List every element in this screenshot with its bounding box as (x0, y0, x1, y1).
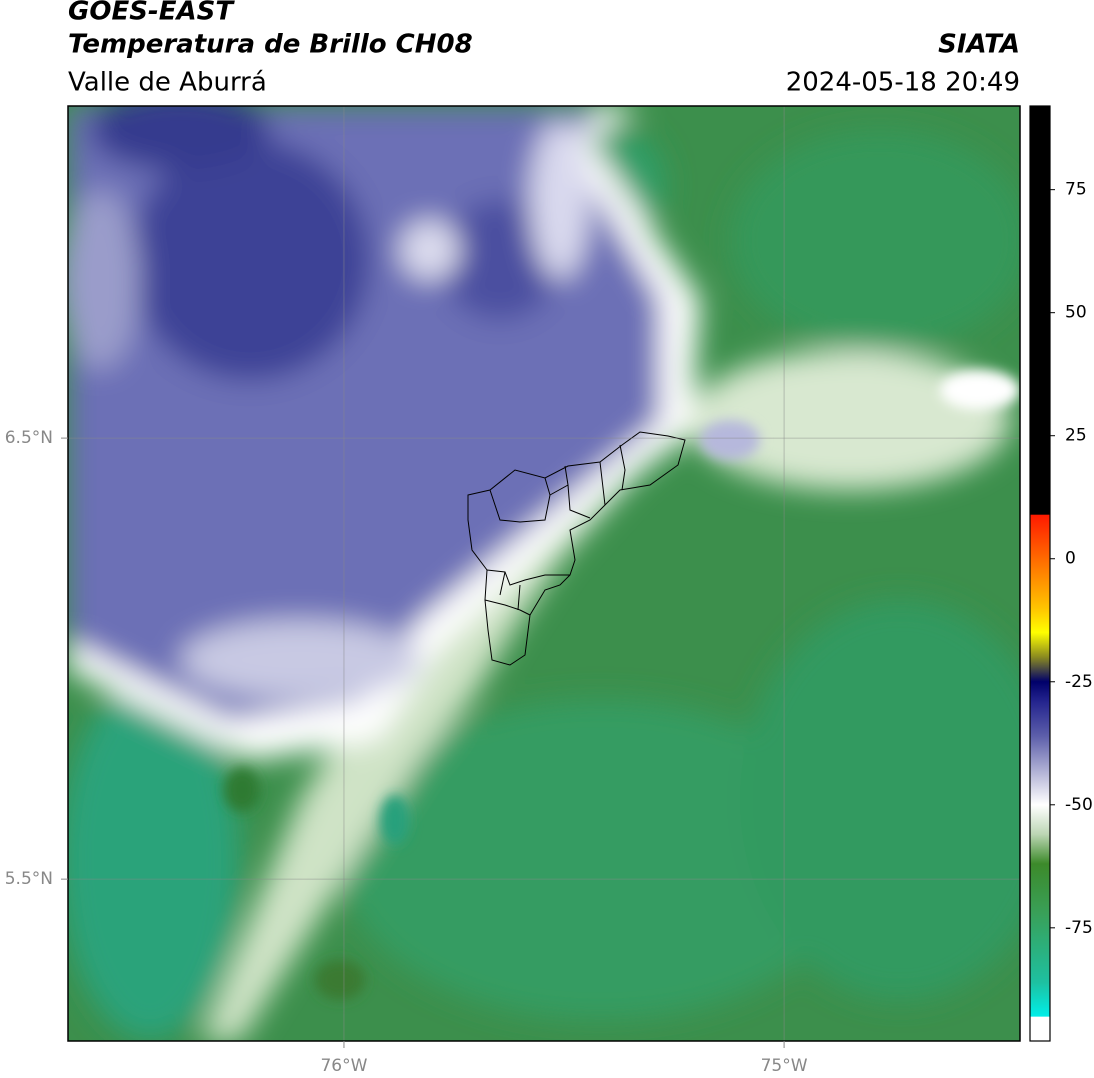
map-frame (67, 105, 1021, 1042)
colorbar-tick-label: 0 (1065, 549, 1076, 569)
product: Temperatura de Brillo CH08 (68, 30, 473, 60)
region: Valle de Aburrá (68, 68, 267, 98)
colorbar-tick-label: 75 (1065, 180, 1087, 200)
colorbar-tick-label: -25 (1065, 672, 1093, 692)
colorbar-tick-label: 50 (1065, 303, 1087, 323)
colorbar (1029, 105, 1051, 1042)
colorbar-tick-label: 25 (1065, 426, 1087, 446)
colorbar-tick-label: -50 (1065, 795, 1093, 815)
x-tick-label: 76°W (320, 1056, 367, 1076)
map-field (68, 106, 1020, 1041)
municipal-boundaries (467, 431, 686, 666)
y-tick-label: 5.5°N (5, 869, 53, 889)
x-tick-label: 75°W (761, 1056, 808, 1076)
agency: SIATA (938, 30, 1020, 60)
datetime: 2024-05-18 20:49 (786, 68, 1020, 98)
y-tick-label: 6.5°N (5, 428, 53, 448)
colorbar-tick-label: -75 (1065, 918, 1093, 938)
graticule (68, 106, 1020, 1041)
satellite: GOES-EAST (68, 0, 235, 27)
